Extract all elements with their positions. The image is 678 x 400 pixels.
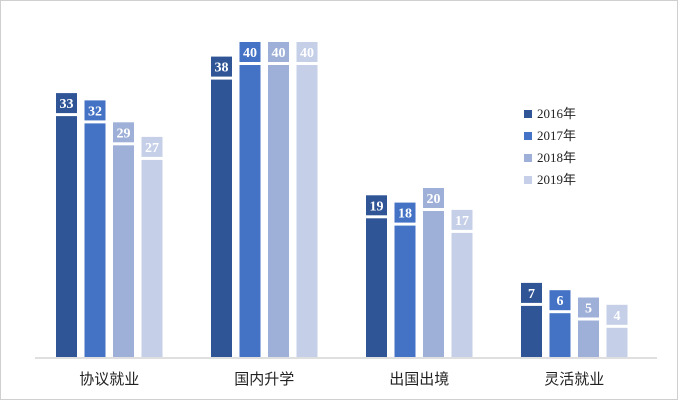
data-label: 17	[455, 214, 469, 229]
category-label: 灵活就业	[544, 370, 604, 388]
data-label: 7	[528, 287, 535, 302]
bar-2-4	[296, 65, 318, 357]
legend-swatch	[524, 110, 532, 118]
legend-swatch	[524, 154, 532, 162]
data-label-box	[451, 209, 473, 230]
category-label: 出国出境	[389, 370, 449, 388]
legend-label: 2018年	[537, 150, 576, 165]
data-label: 27	[145, 141, 159, 156]
bar-3-2	[394, 225, 416, 357]
category-labels-layer: 协议就业 国内升学 出国出境 灵活就业	[79, 370, 604, 388]
data-label-box	[366, 195, 387, 216]
bar-1-1	[56, 116, 77, 357]
legend-label: 2016年	[537, 106, 576, 121]
data-label-box	[84, 100, 106, 121]
bar-3-4	[451, 232, 473, 357]
data-label: 38	[215, 61, 229, 76]
legend-swatch	[524, 176, 532, 184]
data-label: 32	[88, 104, 102, 119]
data-label: 5	[585, 302, 592, 317]
data-label: 19	[370, 199, 384, 214]
bar-2-2	[239, 65, 261, 357]
data-label: 40	[300, 46, 314, 61]
data-label: 18	[398, 207, 412, 222]
bar-3-1	[366, 218, 387, 357]
bars-layer	[56, 65, 628, 358]
data-label-box	[268, 42, 289, 62]
data-label-box	[141, 136, 163, 157]
bar-4-2	[549, 313, 571, 357]
bar-1-2	[84, 123, 106, 358]
bar-4-4	[606, 327, 628, 357]
data-label-box	[239, 42, 261, 62]
data-label: 40	[272, 46, 286, 61]
data-label-box	[521, 282, 542, 303]
data-label-box	[394, 202, 416, 223]
bar-3-3	[423, 211, 444, 357]
data-label-box	[56, 93, 77, 114]
data-label: 40	[243, 46, 257, 61]
category-label: 国内升学	[234, 370, 294, 388]
data-label-box	[606, 304, 628, 325]
data-label-box	[211, 56, 232, 77]
legend-swatch	[524, 132, 532, 140]
data-label: 29	[117, 126, 131, 141]
category-label: 协议就业	[79, 370, 139, 388]
data-label: 4	[614, 309, 621, 324]
bar-2-1	[211, 79, 232, 357]
data-label-box	[296, 42, 318, 62]
data-label: 6	[557, 294, 564, 309]
legend-label: 2017年	[537, 128, 576, 143]
data-label-box	[113, 122, 134, 143]
data-label-box	[423, 188, 444, 208]
bar-2-3	[268, 65, 289, 357]
legend: 2016年 2017年 2018年 2019年	[524, 106, 576, 187]
bar-1-4	[141, 159, 163, 357]
data-label-box	[549, 290, 571, 311]
data-label: 20	[427, 192, 441, 207]
data-label: 33	[60, 97, 74, 112]
bar-1-3	[113, 145, 134, 357]
bar-4-3	[578, 320, 599, 357]
data-labels-layer: 33 32 29 27 38 40 40 40 19 18 20 17 7 6 5 4	[56, 42, 628, 325]
bar-4-1	[521, 305, 542, 357]
data-label-box	[578, 297, 599, 318]
legend-label: 2019年	[537, 172, 576, 187]
